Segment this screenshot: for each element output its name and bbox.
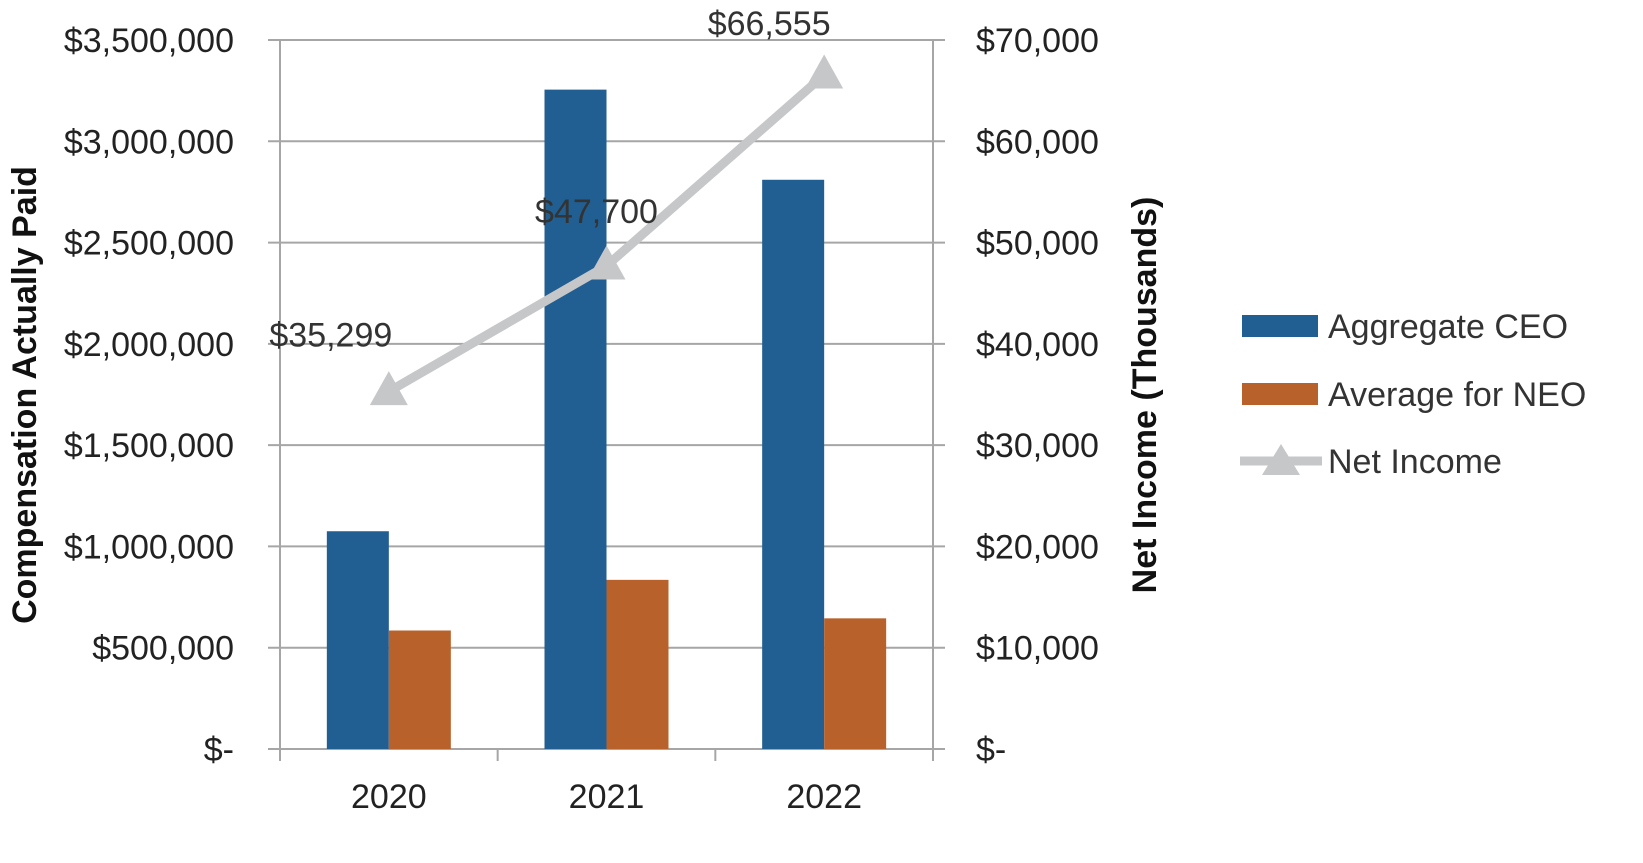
left-tick-label: $2,000,000: [64, 326, 234, 364]
legend-label: Net Income: [1328, 443, 1502, 481]
x-tick-label: 2020: [351, 778, 427, 816]
legend-label: Average for NEO: [1328, 376, 1586, 414]
legend-swatch-aggregate-ceo: [1242, 315, 1318, 337]
bar-average-for-neo: [824, 618, 887, 749]
left-tick-label: $3,000,000: [64, 123, 234, 161]
right-tick-label: $-: [976, 731, 1006, 769]
right-tick-label: $10,000: [976, 630, 1099, 668]
bar-average-for-neo: [606, 579, 669, 749]
net-income-marker: [587, 245, 626, 280]
right-tick-label: $60,000: [976, 123, 1099, 161]
left-tick-label: $1,500,000: [64, 427, 234, 465]
net-income-data-label: $66,555: [708, 5, 831, 43]
right-tick-label: $20,000: [976, 528, 1099, 566]
left-tick-label: $3,500,000: [64, 22, 234, 60]
bar-aggregate-ceo: [762, 179, 825, 749]
left-tick-label: $-: [204, 731, 234, 769]
left-axis-title: Compensation Actually Paid: [6, 166, 44, 624]
right-tick-label: $50,000: [976, 225, 1099, 263]
legend-swatch-average-for-neo: [1242, 383, 1318, 405]
right-tick-label: $30,000: [976, 427, 1099, 465]
net-income-marker: [369, 371, 408, 406]
legend-marker-net-income: [1262, 444, 1300, 475]
x-tick-label: 2021: [569, 778, 645, 816]
right-axis-title: Net Income (Thousands): [1126, 197, 1164, 594]
bar-aggregate-ceo: [326, 531, 389, 749]
right-tick-label: $40,000: [976, 326, 1099, 364]
bar-aggregate-ceo: [544, 89, 607, 749]
left-tick-label: $500,000: [92, 630, 234, 668]
legend-label: Aggregate CEO: [1328, 308, 1568, 346]
right-tick-label: $70,000: [976, 22, 1099, 60]
left-tick-label: $2,500,000: [64, 225, 234, 263]
net-income-data-label: $47,700: [535, 193, 658, 231]
x-tick-label: 2022: [786, 778, 862, 816]
net-income-data-label: $35,299: [269, 316, 392, 354]
left-tick-label: $1,000,000: [64, 528, 234, 566]
bar-average-for-neo: [388, 630, 451, 749]
net-income-marker: [805, 54, 844, 89]
